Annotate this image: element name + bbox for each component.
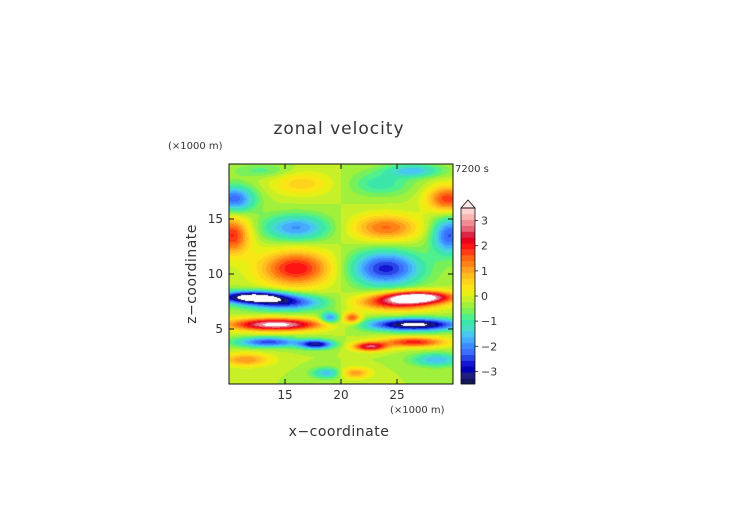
- colorbar-segment: [461, 378, 475, 385]
- x-tick-label: 15: [277, 388, 292, 402]
- colorbar-tick-label: 1: [481, 265, 488, 278]
- x-axis-ticks: 15 20 25: [277, 164, 405, 402]
- colorbar-segment: [461, 319, 475, 326]
- colorbar-segment: [461, 290, 475, 297]
- colorbar-segment: [461, 260, 475, 267]
- colorbar-segment: [461, 348, 475, 355]
- colorbar-segment: [461, 219, 475, 226]
- colorbar-segment: [461, 243, 475, 250]
- colorbar-segment: [461, 325, 475, 332]
- colorbar-segment: [461, 366, 475, 373]
- y-axis-units: (×1000 m): [168, 141, 223, 152]
- colorbar-tick-label: −2: [481, 340, 497, 353]
- x-axis-label: x−coordinate: [289, 424, 390, 440]
- x-axis-units: (×1000 m): [390, 405, 445, 416]
- colorbar-segment: [461, 296, 475, 303]
- colorbar-segment: [461, 254, 475, 262]
- colorbar-segment: [461, 284, 475, 291]
- time-label: 7200 s: [455, 164, 489, 175]
- colorbar-segment: [461, 272, 475, 279]
- colorbar-tick-label: −1: [481, 315, 497, 328]
- colorbar-extend-triangle: [460, 199, 476, 209]
- y-axis-label: z−coordinate: [184, 224, 200, 324]
- colorbar-segment: [461, 342, 475, 350]
- colorbar-segment: [461, 307, 475, 314]
- y-tick-label: 5: [215, 322, 223, 336]
- colorbar-segment: [461, 237, 475, 244]
- colorbar-segment: [461, 313, 475, 320]
- heatmap-plot: [228, 163, 454, 385]
- colorbar-tick-label: −3: [481, 365, 497, 378]
- x-tick-label: 25: [389, 388, 404, 402]
- colorbar-segment: [461, 278, 475, 285]
- colorbar-segment: [461, 266, 475, 273]
- colorbar-tick-label: 3: [481, 215, 488, 228]
- x-tick-label: 20: [333, 388, 348, 402]
- colorbar-segment: [461, 225, 475, 232]
- colorbar: 3 2 1 0 −1 −2 −3: [460, 199, 497, 385]
- colorbar-segment: [461, 231, 475, 238]
- y-tick-label: 15: [208, 212, 223, 226]
- y-tick-label: 10: [208, 267, 223, 281]
- colorbar-segment: [461, 372, 475, 379]
- colorbar-segment: [461, 301, 475, 309]
- colorbar-segment: [461, 208, 475, 215]
- colorbar-segment: [461, 249, 475, 256]
- colorbar-segment: [461, 213, 475, 221]
- colorbar-tick-label: 2: [481, 240, 488, 253]
- chart-title: zonal velocity: [273, 119, 404, 139]
- colorbar-tick-label: 0: [481, 290, 488, 303]
- colorbar-segment: [461, 360, 475, 367]
- colorbar-segment: [461, 354, 475, 361]
- colorbar-segment: [461, 337, 475, 344]
- heatmap-image: [229, 164, 453, 384]
- y-axis-ticks: 5 10 15: [208, 212, 453, 336]
- colorbar-segment: [461, 331, 475, 338]
